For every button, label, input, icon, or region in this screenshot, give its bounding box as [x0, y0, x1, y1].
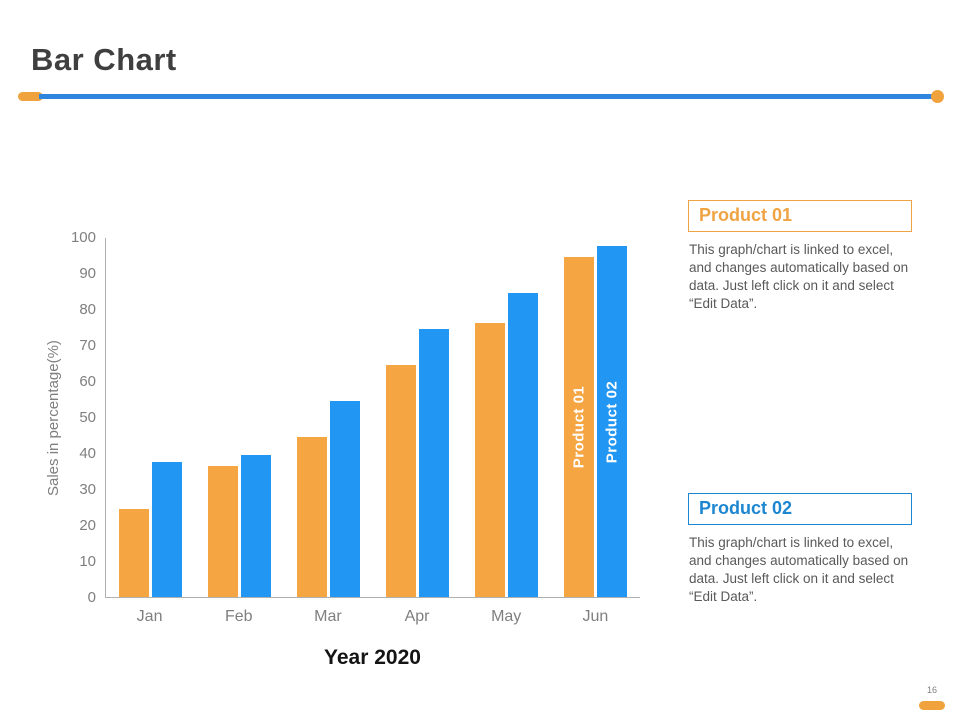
bar-product-01-feb[interactable] [208, 465, 238, 597]
panel-product-02-body: This graph/chart is linked to excel, and… [689, 535, 909, 604]
y-tick-label-0: 0 [87, 589, 96, 606]
bar-product-02-jun[interactable]: Product 02 [597, 246, 627, 597]
page-number: 16 [926, 685, 937, 695]
y-tick-label-40: 40 [79, 445, 96, 462]
bar-product-02-mar[interactable] [330, 400, 360, 597]
bar-chart[interactable]: Sales in percentage(%) 0 10 20 30 40 50 60 70 80… [44, 229, 640, 670]
divider-right-cap [931, 89, 944, 103]
panel-product-02-title: Product 02 [688, 493, 912, 525]
y-tick-label-60: 60 [79, 373, 96, 390]
y-axis-title: Sales in percentage(%) [45, 340, 62, 496]
x-tick-label-apr: Apr [404, 608, 430, 625]
bar-product-01-may[interactable] [475, 323, 505, 597]
bar-group-jun: Product 01 Product 02 [564, 246, 627, 597]
y-axis-ticks: 0 10 20 30 40 50 60 70 80 90 100 [64, 229, 105, 606]
bar-product-02-apr[interactable] [419, 328, 449, 597]
panel-product-01-title: Product 01 [688, 200, 912, 232]
bar-product-02-feb[interactable] [241, 454, 271, 597]
y-tick-label-70: 70 [79, 337, 96, 354]
bar-product-02-jan[interactable] [152, 462, 182, 597]
y-tick-label-30: 30 [79, 481, 96, 498]
x-axis-title: Year 2020 [324, 646, 421, 669]
y-tick-label-90: 90 [79, 265, 96, 282]
x-tick-label-jun: Jun [582, 608, 609, 625]
side-panels: Product 01 This graph/chart is linked to… [688, 200, 912, 606]
bar-group-may [475, 292, 538, 597]
x-tick-label-mar: Mar [314, 608, 342, 625]
page-title: Bar Chart [31, 42, 177, 77]
panel-product-01-body: This graph/chart is linked to excel, and… [689, 242, 909, 311]
y-tick-label-50: 50 [79, 409, 96, 426]
y-tick-label-10: 10 [79, 553, 96, 570]
bar-product-01-jan[interactable] [119, 508, 149, 597]
x-tick-label-may: May [491, 608, 522, 625]
bar-group-jan [119, 462, 182, 597]
bar-group-feb [208, 454, 271, 597]
y-tick-label-80: 80 [79, 301, 96, 318]
in-bar-series-label: Product 02 [603, 380, 621, 463]
panel-product-02: Product 02 This graph/chart is linked to… [688, 493, 912, 606]
bar-product-01-apr[interactable] [386, 364, 416, 597]
x-axis-labels: Jan Feb Mar Apr May Jun [105, 598, 640, 634]
bar-product-01-mar[interactable] [297, 436, 327, 597]
panel-product-01: Product 01 This graph/chart is linked to… [688, 200, 912, 313]
bar-group-apr [386, 328, 449, 597]
bar-product-02-may[interactable] [508, 292, 538, 597]
footer-pill [919, 701, 945, 710]
divider-line [39, 93, 934, 99]
in-bar-series-label: Product 01 [570, 385, 588, 469]
y-tick-label-100: 100 [70, 229, 96, 246]
x-tick-label-jan: Jan [136, 608, 163, 625]
title-divider [18, 89, 944, 103]
bar-group-mar [297, 400, 360, 597]
y-tick-label-20: 20 [79, 517, 96, 534]
bar-product-01-jun[interactable]: Product 01 [564, 256, 594, 597]
plot-area: Product 01 Product 02 [105, 238, 640, 598]
divider-left-cap [18, 91, 43, 101]
x-tick-label-feb: Feb [224, 608, 253, 625]
